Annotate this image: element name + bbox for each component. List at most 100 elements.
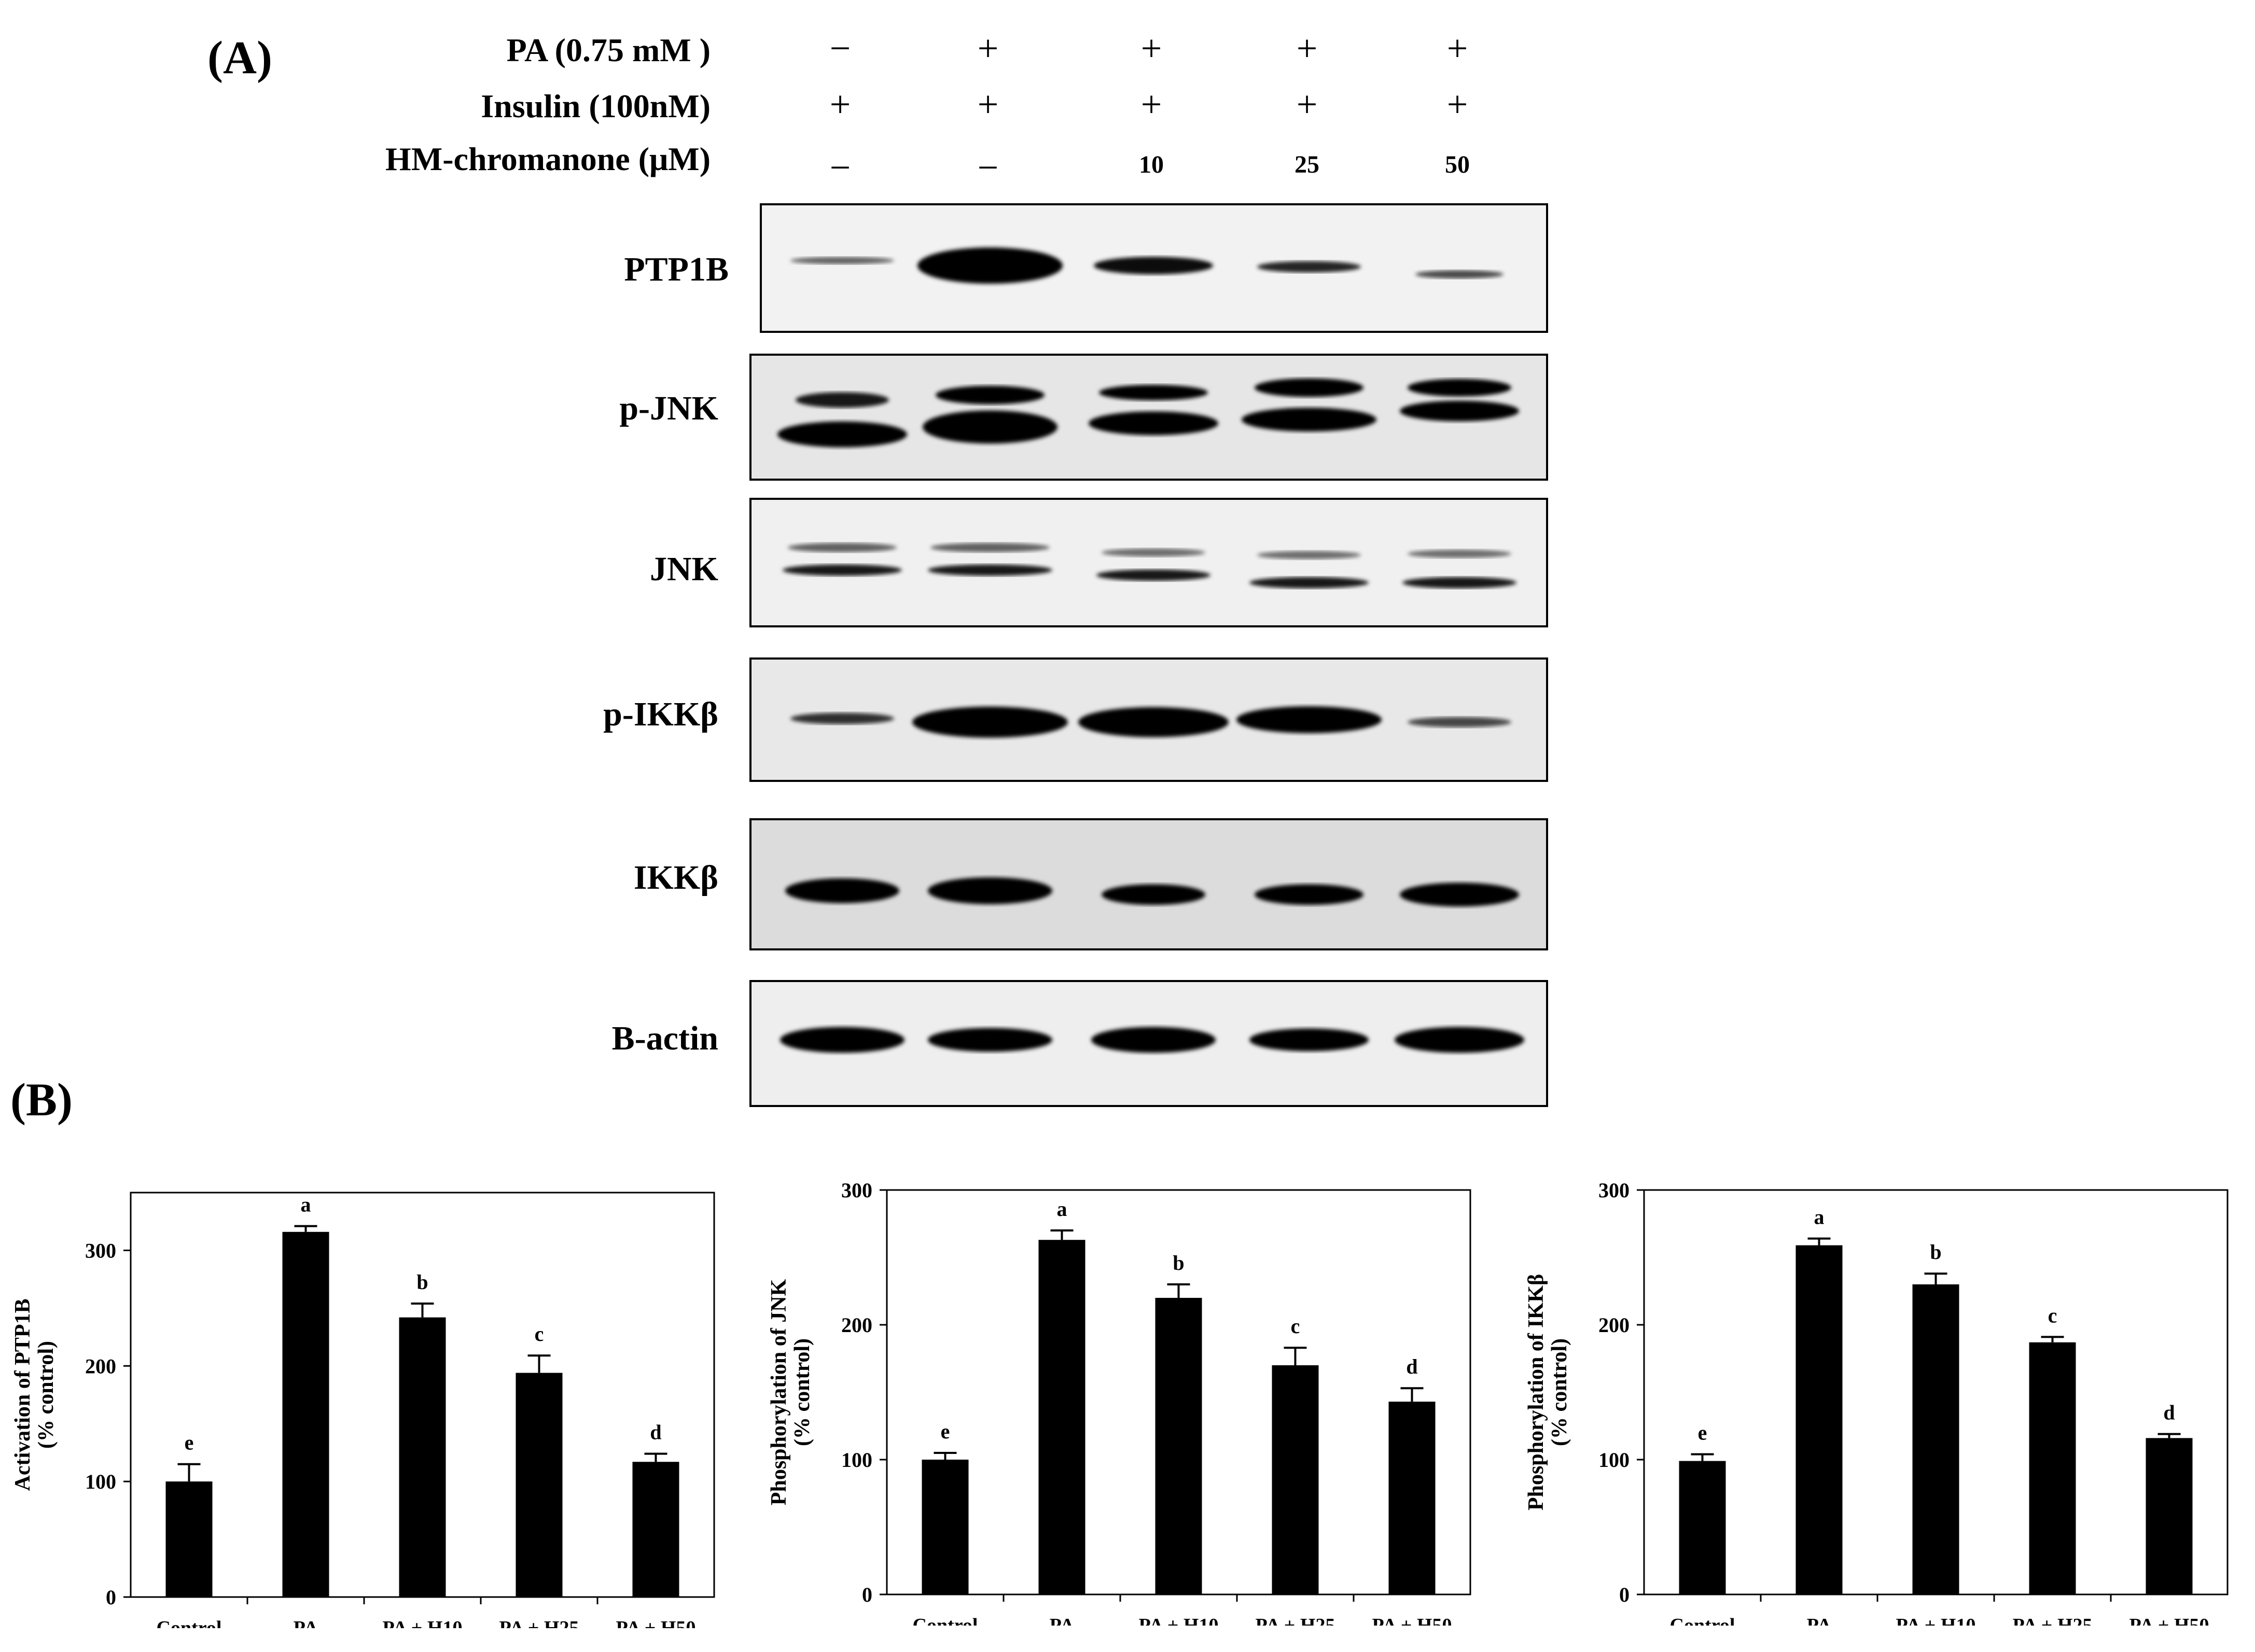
blot-image xyxy=(749,818,1548,950)
y-tick-label: 200 xyxy=(841,1313,872,1337)
protein-band xyxy=(928,564,1052,576)
bar xyxy=(1388,1402,1436,1594)
protein-band xyxy=(785,878,899,903)
condition-value: 25 xyxy=(1294,151,1319,178)
protein-band xyxy=(790,712,894,724)
category-label: Control xyxy=(1670,1615,1735,1626)
protein-band xyxy=(780,1027,904,1053)
y-tick-label: 300 xyxy=(1598,1179,1630,1202)
condition-value: − xyxy=(829,147,851,188)
significance-letter: c xyxy=(535,1322,544,1346)
significance-letter: a xyxy=(1814,1206,1825,1229)
significance-letter: b xyxy=(1930,1240,1941,1264)
bar xyxy=(399,1317,446,1597)
bar-chart-1: 0 100 200 300 e Control a PA b PA + H10 c PA + H25 d… xyxy=(11,1192,715,1628)
protein-band xyxy=(1395,1027,1524,1053)
protein-band xyxy=(917,247,1063,284)
blot-image xyxy=(749,980,1548,1107)
blot-label: p-IKKβ xyxy=(603,695,718,733)
blot-label: IKKβ xyxy=(633,859,718,897)
bar xyxy=(1912,1284,1959,1594)
protein-band xyxy=(1091,1027,1216,1053)
y-tick-label: 100 xyxy=(841,1448,872,1472)
category-label: PA + H10 xyxy=(1896,1615,1976,1626)
y-axis-label: Phosphorylation of IKKβ xyxy=(1524,1274,1548,1510)
blot-label: PTP1B xyxy=(624,250,729,288)
protein-band xyxy=(1257,551,1361,559)
condition-label-hm-chromanone: HM-chromanone (μM) xyxy=(385,141,711,177)
y-tick-label: 100 xyxy=(85,1470,116,1493)
y-tick-label: 300 xyxy=(85,1239,116,1262)
bar xyxy=(2146,1438,2193,1594)
y-tick-label: 0 xyxy=(106,1586,116,1609)
protein-band xyxy=(1249,1028,1369,1052)
protein-band xyxy=(1408,717,1511,727)
significance-letter: a xyxy=(301,1193,311,1216)
category-label: PA + H10 xyxy=(1139,1615,1219,1626)
protein-band xyxy=(928,1028,1052,1052)
significance-letter: e xyxy=(1698,1421,1707,1445)
y-axis-unit-label: (% control) xyxy=(790,1338,814,1446)
protein-band xyxy=(1400,400,1519,422)
category-label: PA + H50 xyxy=(2129,1615,2209,1626)
y-tick-label: 0 xyxy=(862,1583,872,1606)
protein-band xyxy=(1257,261,1361,273)
condition-value: + xyxy=(1296,27,1318,69)
protein-band xyxy=(1255,884,1363,905)
category-label: PA xyxy=(1050,1615,1075,1626)
y-tick-label: 300 xyxy=(841,1179,872,1202)
blot-image xyxy=(749,354,1548,481)
blot-image xyxy=(749,657,1548,782)
category-label: PA + H50 xyxy=(616,1617,696,1628)
blot-image xyxy=(760,203,1548,333)
significance-letter: c xyxy=(2048,1304,2057,1327)
protein-band xyxy=(1089,411,1218,436)
condition-value: + xyxy=(1446,83,1468,125)
y-tick-label: 0 xyxy=(1619,1583,1630,1606)
protein-band xyxy=(1102,548,1205,557)
bar xyxy=(1038,1240,1085,1594)
condition-value: + xyxy=(977,27,999,69)
protein-band xyxy=(1102,884,1205,905)
significance-letter: e xyxy=(185,1431,194,1454)
y-tick-label: 200 xyxy=(1598,1313,1630,1337)
protein-band xyxy=(1096,569,1210,581)
condition-value: + xyxy=(1446,27,1468,69)
category-label: Control xyxy=(157,1617,222,1628)
blot-image xyxy=(749,498,1548,627)
category-label: Control xyxy=(913,1615,978,1626)
condition-value: − xyxy=(977,147,999,188)
protein-band xyxy=(777,421,907,447)
protein-band xyxy=(1408,550,1511,558)
bar xyxy=(516,1373,563,1597)
protein-band xyxy=(783,564,902,576)
condition-value: + xyxy=(977,83,999,125)
significance-letter: b xyxy=(416,1270,428,1294)
protein-band xyxy=(790,257,894,264)
protein-band xyxy=(930,542,1050,552)
blot-label: p-JNK xyxy=(619,389,718,427)
significance-letter: b xyxy=(1173,1251,1184,1275)
bar xyxy=(1155,1298,1202,1594)
y-axis-label: Phosphorylation of JNK xyxy=(767,1279,791,1505)
bar xyxy=(922,1460,969,1594)
y-axis-label: Activation of PTP1B xyxy=(11,1299,35,1491)
condition-value: + xyxy=(1140,27,1162,69)
bar xyxy=(1272,1365,1319,1594)
y-axis-unit-label: (% control) xyxy=(1548,1338,1571,1446)
blot-label: B-actin xyxy=(611,1019,718,1057)
condition-value: 10 xyxy=(1139,151,1164,178)
bar xyxy=(165,1481,213,1597)
panel-b-label: (B) xyxy=(10,1074,73,1126)
category-label: PA + H25 xyxy=(2013,1615,2093,1626)
y-tick-label: 100 xyxy=(1598,1448,1630,1472)
protein-band xyxy=(1078,707,1229,737)
blot-label: JNK xyxy=(650,550,718,588)
condition-label-insulin: Insulin (100nM) xyxy=(481,88,711,124)
protein-band xyxy=(796,392,889,408)
protein-band xyxy=(1236,706,1382,733)
condition-value: 50 xyxy=(1445,151,1470,178)
bar xyxy=(1795,1245,1843,1594)
category-label: PA + H10 xyxy=(383,1617,463,1628)
protein-band xyxy=(1249,577,1369,589)
